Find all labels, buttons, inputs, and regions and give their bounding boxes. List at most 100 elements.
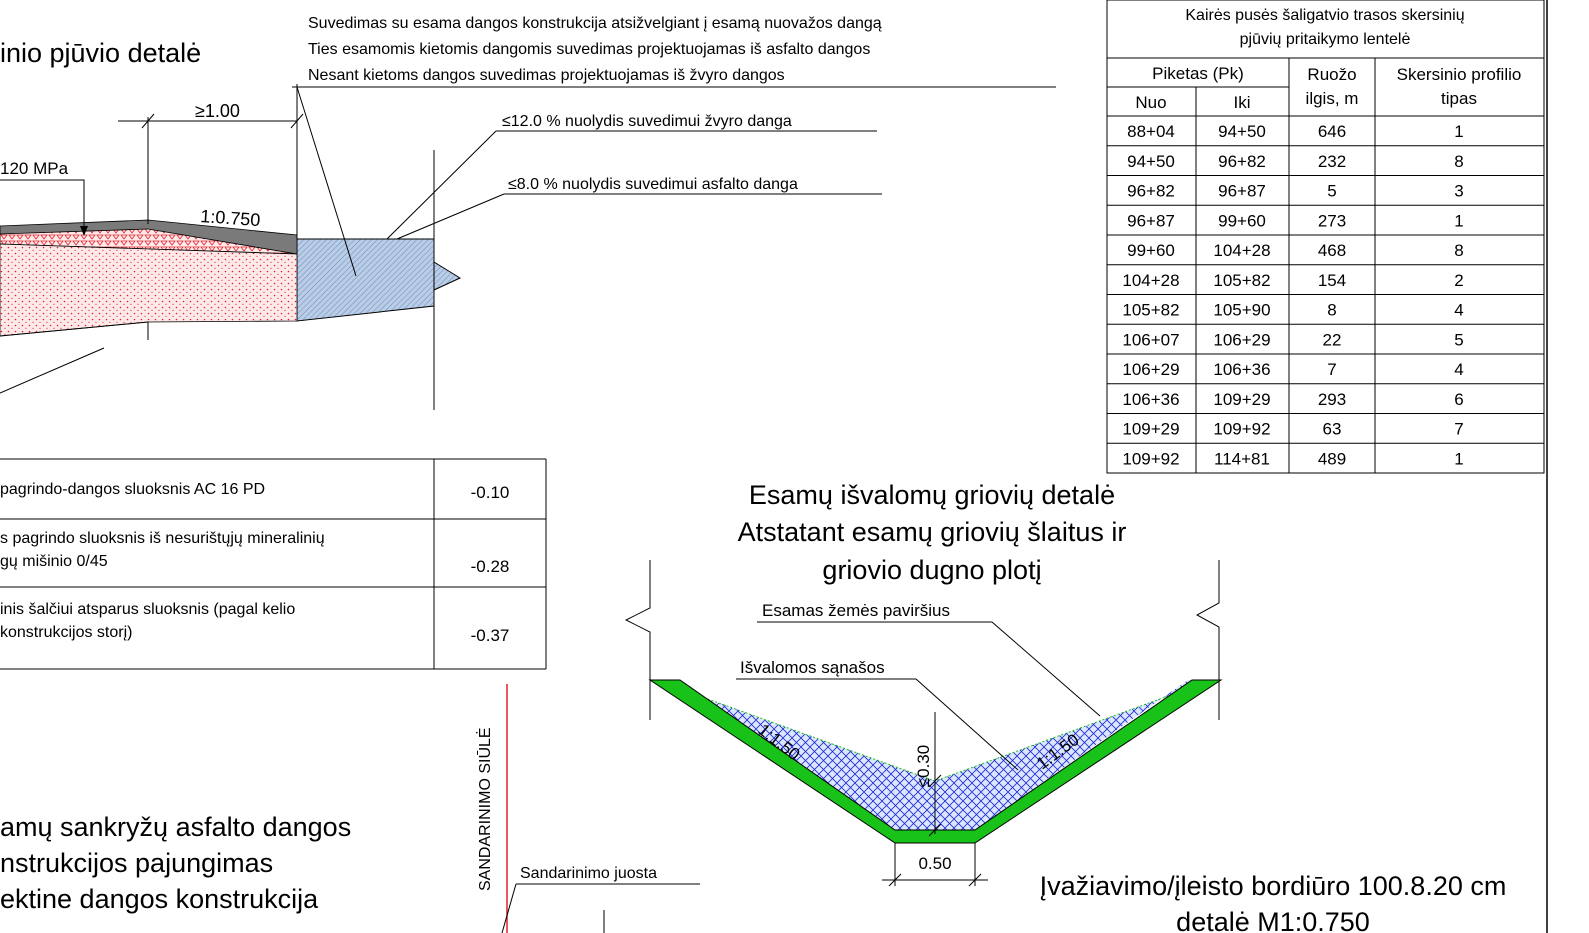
label-mpa: 120 MPa	[0, 159, 69, 178]
slope-note-asphalt: ≤8.0 % nuolydis suvedimui asfalto danga	[508, 176, 798, 193]
row-nuo: 109+29	[1122, 420, 1179, 439]
junction-title-1: amų sankryžų asfalto dangos	[0, 812, 351, 842]
tape-label: Sandarinimo juosta	[520, 865, 657, 882]
row-length: 232	[1318, 152, 1346, 171]
ditch-lining	[648, 679, 1223, 844]
header-iki: Iki	[1234, 93, 1251, 112]
row-length: 22	[1323, 330, 1342, 349]
profile-table: Kairės pusės šaligatvio trasos skersinių…	[1106, 0, 1545, 474]
note-line-1: Suvedimas su esama dangos konstrukcija a…	[308, 15, 882, 32]
row-type: 8	[1454, 241, 1463, 260]
row-nuo: 104+28	[1122, 271, 1179, 290]
slope-note-gravel: ≤12.0 % nuolydis suvedimui žvyro danga	[502, 113, 792, 130]
seam-label: SANDARINIMO SIŪLĖ	[475, 727, 494, 891]
section-title-cross-section: inio pjūvio detalė	[0, 38, 201, 68]
row-iki: 109+92	[1213, 420, 1270, 439]
row-length: 7	[1327, 360, 1336, 379]
ditch-sediment-leader	[736, 678, 1019, 771]
row-iki: 106+29	[1213, 330, 1270, 349]
row-type: 1	[1454, 211, 1463, 230]
row-iki: 96+82	[1218, 152, 1266, 171]
ditch-depth-label: ≤0.30	[914, 745, 933, 787]
row-iki: 105+90	[1213, 301, 1270, 320]
ditch-width-dimension	[882, 843, 988, 887]
existing-pavement-block	[296, 238, 462, 322]
row-nuo: 96+82	[1127, 182, 1175, 201]
profile-table-rows: 88+04 94+50 646 1 94+50 96+82 232 8 96+82 96+87 5 3…	[1107, 122, 1544, 468]
ditch-ground-label: Esamas žemės paviršius	[762, 601, 950, 620]
row-nuo: 109+92	[1122, 449, 1179, 468]
row-nuo: 106+07	[1122, 330, 1179, 349]
slope-note-leaders	[386, 130, 882, 240]
kerb-title-1: Įvažiavimo/įleisto bordiūro 100.8.20 cm	[1040, 871, 1507, 901]
row-iki: 109+29	[1213, 390, 1270, 409]
row-type: 4	[1454, 360, 1463, 379]
profile-table-title-2: pjūvių pritaikymo lentelė	[1240, 31, 1411, 48]
row-iki: 99+60	[1218, 211, 1266, 230]
row-length: 5	[1327, 182, 1336, 201]
note-line-2: Ties esamomis kietomis dangomis suvedima…	[308, 41, 870, 58]
ditch-depth-dimension	[928, 712, 942, 837]
header-tipas-1: Skersinio profilio	[1397, 65, 1522, 84]
ditch-ground-leader	[757, 621, 1101, 717]
row-type: 5	[1454, 330, 1463, 349]
row-length: 273	[1318, 211, 1346, 230]
profile-table-title-1: Kairės pusės šaligatvio trasos skersinių	[1185, 7, 1464, 24]
junction-title-3: ektine dangos konstrukcija	[0, 884, 319, 914]
dimension-width	[118, 113, 304, 129]
row-iki: 104+28	[1213, 241, 1270, 260]
ditch-title-2: Atstatant esamų griovių šlaitus ir	[738, 517, 1127, 547]
note-line-3: Nesant kietoms dangos suvedimas projektu…	[308, 67, 785, 84]
ditch-break-lines	[624, 560, 1220, 720]
junction-title-2: nstrukcijos pajungimas	[0, 848, 273, 878]
kerb-title-2: detalė M1:0.750	[1176, 907, 1370, 933]
row-nuo: 105+82	[1122, 301, 1179, 320]
layer-1-desc: pagrindo-dangos sluoksnis AC 16 PD	[0, 481, 265, 498]
header-tipas-2: tipas	[1441, 89, 1477, 108]
row-nuo: 96+87	[1127, 211, 1175, 230]
row-iki: 94+50	[1218, 122, 1266, 141]
leader-bottom	[0, 347, 105, 394]
header-piketas: Piketas (Pk)	[1152, 64, 1244, 83]
row-type: 1	[1454, 449, 1463, 468]
row-length: 293	[1318, 390, 1346, 409]
vertical-boundary-lines	[147, 84, 435, 410]
row-type: 3	[1454, 182, 1463, 201]
row-length: 468	[1318, 241, 1346, 260]
row-type: 6	[1454, 390, 1463, 409]
row-iki: 105+82	[1213, 271, 1270, 290]
row-nuo: 106+29	[1122, 360, 1179, 379]
label-slope: 1:0.750	[200, 206, 261, 230]
pavement-layers	[0, 219, 298, 340]
tape-leader	[501, 883, 700, 933]
row-type: 1	[1454, 122, 1463, 141]
header-nuo: Nuo	[1135, 93, 1166, 112]
ditch-title-3: griovio dugno plotį	[822, 555, 1041, 585]
layer-3-desc-b: konstrukcijos storį)	[0, 624, 132, 641]
header-ruozo-2: ilgis, m	[1306, 89, 1359, 108]
layer-2-desc-a: s pagrindo sluoksnis iš nesurištųjų mine…	[0, 530, 325, 547]
row-length: 489	[1318, 449, 1346, 468]
layers-table	[0, 458, 547, 670]
row-type: 2	[1454, 271, 1463, 290]
layer-2-desc-b: gų mišinio 0/45	[0, 553, 108, 570]
row-type: 7	[1454, 420, 1463, 439]
row-iki: 114+81	[1214, 449, 1270, 468]
row-nuo: 106+36	[1122, 390, 1179, 409]
row-iki: 106+36	[1213, 360, 1270, 379]
ditch-sediment-label: Išvalomos sąnašos	[740, 658, 885, 677]
row-type: 4	[1454, 301, 1463, 320]
leader-mpa	[0, 179, 88, 236]
layer-3-desc-a: inis šalčiui atsparus sluoksnis (pagal k…	[0, 601, 295, 618]
row-nuo: 88+04	[1127, 122, 1175, 141]
note-leader	[292, 86, 1056, 277]
layer-2-value: -0.28	[471, 557, 510, 576]
ditch-title-1: Esamų išvalomų griovių detalė	[749, 480, 1115, 510]
layer-1-value: -0.10	[471, 483, 510, 502]
ditch-sediment	[654, 679, 1213, 830]
row-length: 8	[1327, 301, 1336, 320]
dimension-width-label: ≥1.00	[195, 101, 240, 121]
row-nuo: 99+60	[1127, 241, 1175, 260]
row-length: 646	[1318, 122, 1346, 141]
